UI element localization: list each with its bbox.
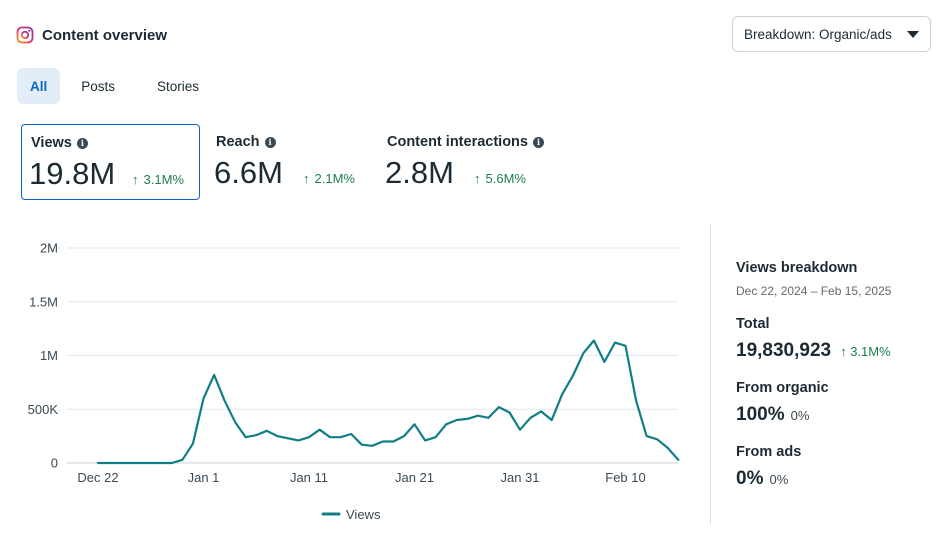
metric-label-text: Views xyxy=(31,135,72,151)
y-tick-label: 1M xyxy=(40,348,58,363)
legend-label: Views xyxy=(346,507,381,522)
metric-label: Views i xyxy=(31,135,88,151)
x-tick-label: Jan 11 xyxy=(290,470,328,485)
tab-posts[interactable]: Posts xyxy=(81,78,116,94)
y-tick-label: 0 xyxy=(51,456,58,471)
series-line-views xyxy=(96,339,680,465)
organic-value: 100% xyxy=(736,404,785,425)
breakdown-title: Views breakdown xyxy=(736,260,858,276)
organic-row: 100% 0% xyxy=(736,404,809,426)
breakdown-dropdown[interactable]: Breakdown: Organic/ads xyxy=(732,16,931,52)
total-row: 19,830,923 ↑ 3.1M% xyxy=(736,340,891,362)
panel-divider xyxy=(710,224,711,524)
metric-label: Reach i xyxy=(216,134,276,150)
metric-card-reach[interactable]: Reach i 6.6M ↑ 2.1M% xyxy=(207,124,377,200)
info-icon[interactable]: i xyxy=(76,137,88,149)
y-tick-label: 1.5M xyxy=(29,294,58,309)
metric-delta-text: 3.1M% xyxy=(143,172,184,187)
ads-delta: 0% xyxy=(769,472,789,487)
metric-delta: ↑ 3.1M% xyxy=(132,172,184,187)
y-tick-label: 500K xyxy=(28,402,59,417)
metric-label: Content interactions i xyxy=(387,134,544,150)
page-title: Content overview xyxy=(42,26,168,44)
organic-label: From organic xyxy=(736,380,829,396)
metric-delta-text: 5.6M% xyxy=(485,171,526,186)
total-delta: ↑ 3.1M% xyxy=(840,344,891,359)
metric-card-views[interactable]: Views i 19.8M ↑ 3.1M% xyxy=(21,124,200,200)
arrow-up-icon: ↑ xyxy=(840,344,851,359)
metric-label-text: Content interactions xyxy=(387,134,528,150)
x-tick-label: Dec 22 xyxy=(77,470,118,485)
content-tabs: All Posts Stories xyxy=(17,68,220,104)
x-tick-label: Jan 21 xyxy=(395,470,434,485)
metric-value: 2.8M xyxy=(385,155,454,190)
info-icon[interactable]: i xyxy=(264,136,276,148)
x-tick-label: Jan 31 xyxy=(500,470,539,485)
info-icon[interactable]: i xyxy=(532,136,544,148)
metric-delta-text: 2.1M% xyxy=(314,171,355,186)
metric-value: 6.6M xyxy=(214,155,283,190)
metric-label-text: Reach xyxy=(216,134,260,150)
ads-label: From ads xyxy=(736,444,802,460)
x-tick-label: Feb 10 xyxy=(605,470,645,485)
organic-delta: 0% xyxy=(790,408,810,423)
metric-card-content-interactions[interactable]: Content interactions i 2.8M ↑ 5.6M% xyxy=(378,124,578,200)
views-line-chart: 0 500K 1M 1.5M 2M Dec 22 Jan 1 Jan 11 Jan 21 Jan … xyxy=(28,241,680,522)
arrow-up-icon: ↑ xyxy=(474,171,481,186)
metric-value: 19.8M xyxy=(29,156,116,191)
date-range: Dec 22, 2024 – Feb 15, 2025 xyxy=(736,284,892,298)
metric-delta: ↑ 5.6M% xyxy=(474,171,526,186)
arrow-up-icon: ↑ xyxy=(303,171,310,186)
tab-all[interactable]: All xyxy=(17,68,61,104)
y-tick-label: 2M xyxy=(40,241,58,256)
metric-delta: ↑ 2.1M% xyxy=(303,171,355,186)
total-label: Total xyxy=(736,316,770,332)
arrow-up-icon: ↑ xyxy=(132,172,139,187)
header: Content overview xyxy=(16,22,167,48)
x-tick-label: Jan 1 xyxy=(188,470,220,485)
breakdown-label: Breakdown: Organic/ads xyxy=(744,26,892,42)
total-value: 19,830,923 xyxy=(736,340,832,361)
total-delta-text: 3.1M% xyxy=(850,344,891,359)
instagram-icon xyxy=(16,26,34,44)
ads-value: 0% xyxy=(736,468,764,489)
tab-stories[interactable]: Stories xyxy=(157,78,200,94)
ads-row: 0% 0% xyxy=(736,468,788,490)
caret-down-icon xyxy=(907,30,919,38)
